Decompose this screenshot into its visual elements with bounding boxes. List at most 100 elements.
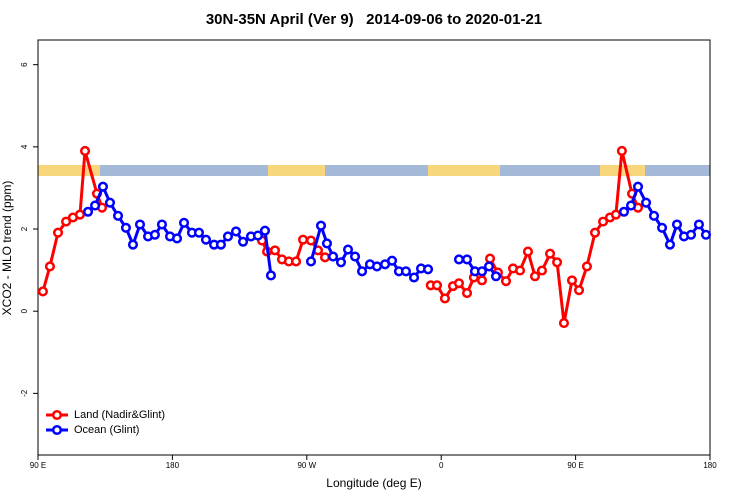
point [500, 276, 512, 287]
point [335, 257, 347, 268]
point [700, 229, 712, 240]
point [625, 200, 637, 211]
point [305, 256, 317, 267]
point [230, 226, 242, 237]
point [610, 209, 621, 220]
point [545, 248, 556, 259]
point [573, 285, 585, 296]
point [598, 216, 609, 227]
land-strip [268, 165, 325, 176]
point [408, 272, 420, 283]
point [290, 256, 302, 267]
land-strip [428, 165, 500, 176]
point [685, 229, 697, 240]
x-tick-label: 90 E [567, 461, 583, 470]
y-tick-label: -2 [20, 389, 29, 397]
point [252, 230, 264, 241]
y-tick-label: 6 [20, 62, 29, 67]
point [89, 200, 101, 211]
point [461, 288, 473, 299]
point [461, 254, 473, 265]
point [97, 181, 109, 192]
point [657, 222, 668, 233]
point [171, 233, 183, 244]
point [120, 222, 132, 233]
point [79, 145, 91, 156]
point [259, 225, 271, 236]
x-tick-label: 0 [439, 461, 444, 470]
x-tick-label: 90 W [297, 461, 316, 470]
legend-marker [51, 424, 63, 436]
point [589, 227, 601, 238]
point [616, 145, 627, 156]
point [134, 219, 146, 230]
point [315, 220, 327, 231]
point [357, 266, 368, 277]
point [387, 255, 398, 266]
point [476, 275, 488, 286]
point [222, 231, 234, 242]
point [693, 219, 704, 230]
y-tick-label: 4 [20, 144, 29, 149]
point [321, 238, 333, 249]
y-axis-title: XCO2 - MLO trend (ppm) [0, 181, 14, 316]
point [265, 270, 277, 281]
point [529, 271, 541, 282]
chart-title: 30N-35N April (Ver 9) 2014-09-06 to 2020… [206, 11, 542, 28]
point [552, 257, 563, 268]
point [453, 254, 465, 265]
point [149, 229, 160, 240]
point [371, 261, 383, 272]
x-tick-label: 90 E [30, 461, 46, 470]
point [342, 244, 354, 255]
point [178, 217, 190, 228]
point [193, 227, 205, 238]
point [237, 236, 249, 247]
x-axis-title: Longitude (deg E) [326, 476, 421, 490]
legend-label: Land (Nadir&Glint) [74, 409, 165, 421]
land-strip [38, 165, 100, 176]
point [319, 252, 331, 263]
point [483, 261, 495, 272]
point [200, 234, 212, 245]
legend-marker [51, 409, 63, 421]
point [453, 278, 465, 289]
point [37, 286, 48, 297]
point [536, 265, 548, 276]
plot-frame [37, 39, 711, 456]
point [74, 209, 86, 220]
series-line [87, 182, 708, 280]
point [156, 219, 167, 230]
point [671, 219, 683, 230]
legend-label: Ocean (Glint) [74, 424, 139, 436]
point [400, 266, 412, 277]
point [439, 293, 450, 304]
point [558, 318, 570, 329]
point [349, 251, 361, 262]
point [581, 261, 592, 272]
point [328, 251, 339, 262]
point [522, 246, 534, 257]
y-tick-label: 0 [20, 308, 29, 313]
x-tick-label: 180 [703, 461, 717, 470]
point [112, 210, 124, 221]
point [641, 197, 652, 208]
ocean-strip [38, 165, 710, 176]
point [566, 275, 578, 286]
point [514, 265, 526, 276]
point [632, 181, 644, 192]
point [127, 239, 139, 250]
point [269, 245, 281, 256]
land-mask-strip [38, 165, 710, 176]
point [44, 261, 55, 272]
point [484, 253, 496, 264]
point [305, 235, 317, 246]
point [423, 264, 434, 275]
point [298, 234, 309, 245]
point [104, 197, 116, 208]
point [215, 239, 226, 250]
point [490, 271, 502, 282]
x-tick-label: 180 [166, 461, 180, 470]
point [431, 280, 443, 291]
